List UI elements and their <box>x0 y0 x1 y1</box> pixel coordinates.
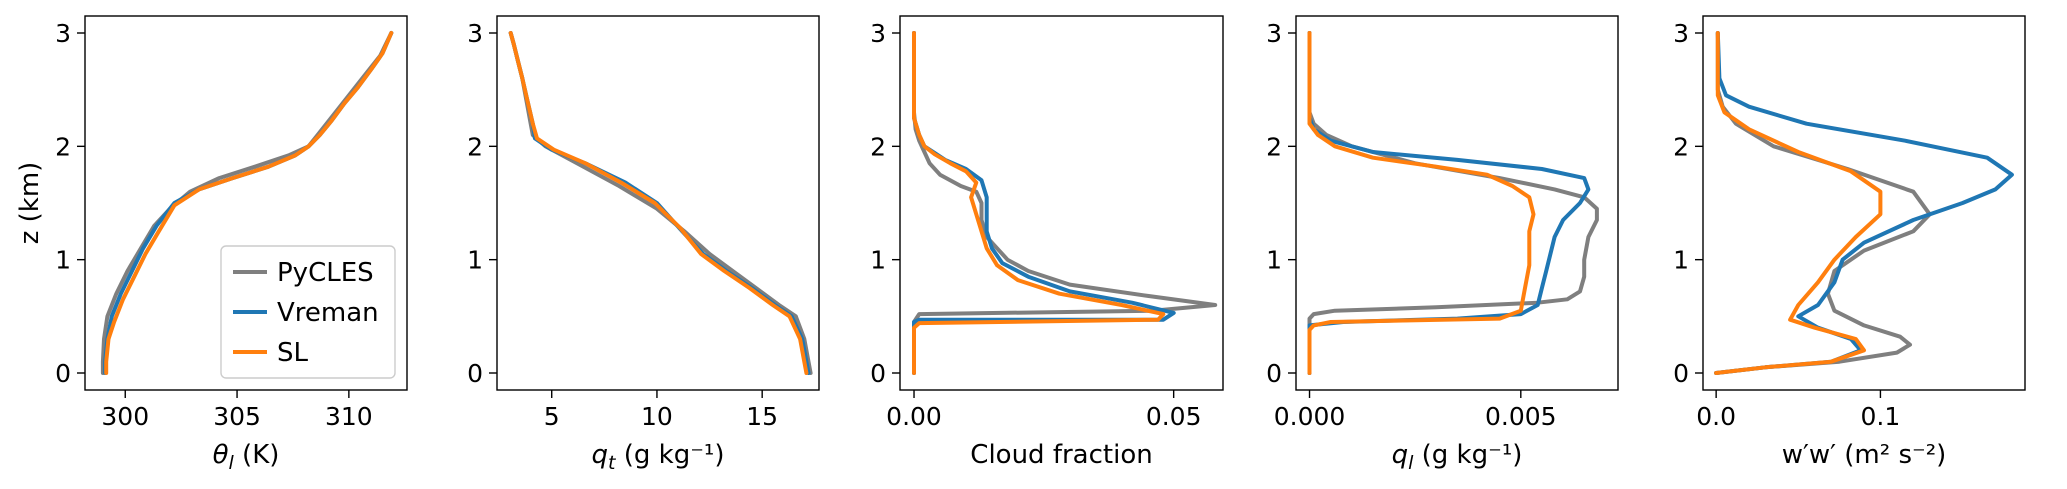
series-line-sl <box>1307 31 1536 375</box>
panel-5-series <box>1714 31 2014 375</box>
legend-box <box>220 245 396 379</box>
y-tick-label: 3 <box>870 19 886 48</box>
y-tick-label: 3 <box>1673 19 1689 48</box>
y-tick-label: 3 <box>55 19 71 48</box>
panel-3-series <box>912 31 1218 375</box>
x-tick-label: 5 <box>544 402 560 431</box>
x-tick-label: 305 <box>213 402 261 431</box>
panel-3: 0.00 0.05 0 1 2 3 Cloud fraction <box>870 15 1224 470</box>
x-tick-label: 0.0 <box>1696 402 1736 431</box>
axes-frame <box>84 15 408 391</box>
series-line-sl <box>912 31 1166 375</box>
panel-2: 5 10 15 0 1 2 3 qt (g kg⁻¹) <box>467 15 820 474</box>
y-tick-label: 1 <box>1673 246 1689 275</box>
axes-frame <box>1702 15 2026 391</box>
y-tick-label: 1 <box>1266 246 1282 275</box>
x-tick-label: 0.005 <box>1485 402 1557 431</box>
series-line-pycles <box>508 31 813 375</box>
y-tick-label: 2 <box>467 132 483 161</box>
x-tick-label: 310 <box>325 402 373 431</box>
x-axis-label: θl (K) <box>213 440 280 474</box>
y-axis-label: z (km) <box>15 162 45 245</box>
x-axis-label: Cloud fraction <box>970 440 1152 470</box>
y-tick-label: 0 <box>55 359 71 388</box>
series-line-vreman <box>1714 31 2014 375</box>
y-tick-label: 0 <box>467 359 483 388</box>
x-axis-label: qt (g kg⁻¹) <box>592 440 725 474</box>
x-tick-label: 0.1 <box>1861 402 1901 431</box>
axes-frame <box>1295 15 1619 391</box>
y-tick-label: 1 <box>55 246 71 275</box>
y-tick-label: 2 <box>1673 132 1689 161</box>
y-tick-label: 3 <box>467 19 483 48</box>
y-tick-label: 1 <box>467 246 483 275</box>
series-line-sl <box>104 31 394 375</box>
x-tick-label: 0.000 <box>1274 402 1346 431</box>
axes-frame <box>899 15 1224 391</box>
x-tick-label: 10 <box>641 402 673 431</box>
series-line-sl <box>508 31 809 375</box>
y-tick-label: 0 <box>1673 359 1689 388</box>
x-axis-label: ql (g kg⁻¹) <box>1392 440 1523 474</box>
legend-label-vreman: Vreman <box>277 298 379 328</box>
y-tick-label: 0 <box>870 359 886 388</box>
x-tick-label: 0.05 <box>1146 402 1202 431</box>
y-tick-label: 2 <box>870 132 886 161</box>
x-tick-label: 300 <box>101 402 149 431</box>
axes-frame <box>496 15 820 391</box>
series-line-sl <box>1714 31 1883 375</box>
series-line-pycles <box>1714 31 1932 375</box>
panel-1-series <box>100 31 394 375</box>
y-tick-label: 2 <box>55 132 71 161</box>
panel-5: 0.0 0.1 0 1 2 3 w′w′ (m² s⁻²) <box>1673 15 2026 470</box>
y-tick-label: 2 <box>1266 132 1282 161</box>
y-tick-label: 1 <box>870 246 886 275</box>
x-tick-label: 15 <box>746 402 778 431</box>
panel-4: 0.000 0.005 0 1 2 3 ql (g kg⁻¹) <box>1266 15 1619 474</box>
legend-label-pycles: PyCLES <box>277 258 374 288</box>
y-tick-label: 0 <box>1266 359 1282 388</box>
legend-label-sl: SL <box>277 338 309 368</box>
x-tick-label: 0.00 <box>886 402 942 431</box>
series-line-vreman <box>508 31 811 375</box>
panel-1: 300 305 310 0 1 2 3 θl (K) z (km) <box>15 15 408 474</box>
y-tick-label: 3 <box>1266 19 1282 48</box>
panel-2-series <box>508 31 813 375</box>
legend: PyCLES Vreman SL <box>220 245 396 379</box>
x-axis-label: w′w′ (m² s⁻²) <box>1782 440 1947 470</box>
panel-4-series <box>1307 31 1599 375</box>
